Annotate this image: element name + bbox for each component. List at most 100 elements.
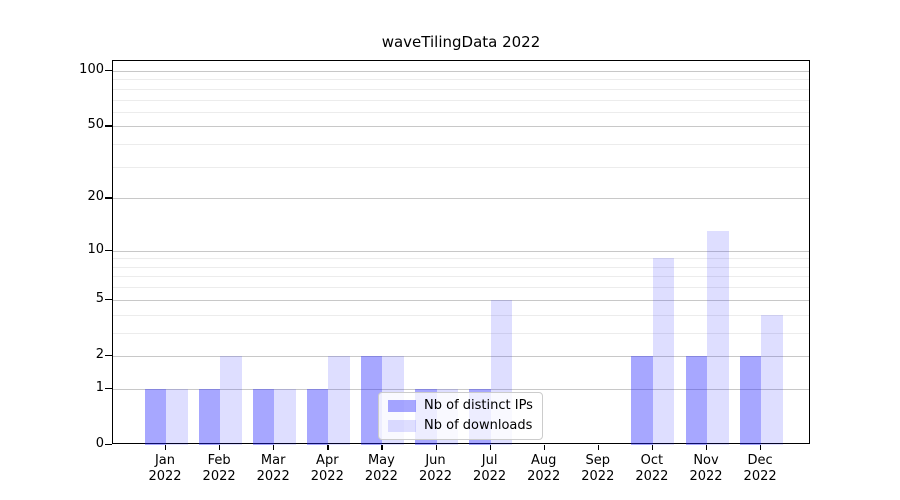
x-tick-label-line: Nov (693, 453, 719, 468)
x-tick (273, 445, 275, 450)
y-tick (105, 354, 112, 357)
gridline-minor (113, 276, 809, 278)
x-tick-label: Mar 2022 (243, 453, 303, 485)
legend-label-distinct-ips: Nb of distinct IPs (424, 398, 533, 413)
plot-area (112, 60, 810, 445)
y-tick-label: 1 (95, 379, 104, 395)
legend-swatch-distinct-ips (388, 400, 416, 412)
legend-item-distinct-ips: Nb of distinct IPs (388, 398, 533, 414)
y-tick (105, 249, 112, 251)
bar-distinct-ips (685, 355, 707, 445)
x-tick-label-line: 2022 (418, 469, 453, 484)
x-tick-label: May 2022 (351, 453, 411, 485)
x-tick (165, 445, 167, 450)
y-tick (105, 387, 112, 390)
x-tick (597, 445, 600, 450)
gridline-minor (113, 266, 809, 268)
bar-downloads (707, 231, 729, 445)
x-tick-label-line: 2022 (581, 469, 615, 484)
gridline-minor (113, 314, 809, 316)
x-tick-label-line: May (367, 453, 395, 468)
y-tick-label: 50 (87, 117, 104, 133)
bar-distinct-ips (144, 388, 166, 445)
bar-downloads (166, 388, 188, 445)
gridline-minor (113, 332, 809, 334)
bar-distinct-ips (631, 355, 653, 445)
x-tick-label-line: Apr (316, 453, 339, 468)
x-tick-label-line: Oct (640, 453, 664, 468)
x-tick-label-line: Aug (530, 453, 557, 468)
y-tick-label: 2 (95, 346, 104, 362)
x-tick-label: Aug 2022 (514, 453, 574, 485)
x-tick-label-line: 2022 (202, 469, 236, 484)
x-tick-label: Apr 2022 (297, 453, 357, 485)
x-tick-label: Feb 2022 (189, 453, 249, 485)
bar-distinct-ips (739, 355, 762, 445)
x-tick-label-line: Jul (481, 453, 498, 468)
x-tick-label-line: 2022 (256, 469, 290, 484)
x-tick (435, 445, 437, 450)
legend-label-downloads: Nb of downloads (424, 418, 533, 433)
x-tick-label-line: Feb (207, 453, 231, 468)
bar-distinct-ips (306, 388, 329, 445)
gridline-major (113, 355, 809, 357)
x-tick-label-line: 2022 (148, 469, 182, 484)
x-tick-label-line: 2022 (310, 469, 344, 484)
x-tick-label-line: 2022 (364, 469, 398, 484)
x-tick-label: Jan 2022 (135, 453, 195, 485)
x-tick (381, 445, 383, 450)
y-tick-label: 0 (95, 436, 104, 451)
x-tick (489, 445, 491, 450)
gridline-minor (113, 287, 809, 289)
y-tick-label: 20 (87, 189, 104, 205)
gridline-minor (113, 111, 809, 113)
x-tick-label: Nov 2022 (676, 453, 736, 485)
y-tick (105, 298, 112, 301)
bar-downloads (761, 314, 783, 445)
x-tick (760, 445, 762, 450)
gridline-major (113, 198, 809, 200)
gridline-minor (113, 166, 809, 168)
x-tick-label-line: Sep (585, 453, 611, 468)
x-tick-label-line: 2022 (527, 469, 561, 484)
x-tick (543, 445, 545, 450)
legend-item-downloads: Nb of downloads (388, 418, 533, 434)
bar-distinct-ips (252, 388, 275, 445)
y-tick-label: 5 (95, 290, 104, 306)
x-tick (219, 445, 221, 450)
y-tick (105, 70, 112, 72)
x-tick-label: Jul 2022 (460, 453, 520, 485)
gridline-major (113, 71, 809, 72)
x-tick (706, 445, 708, 450)
y-tick-label: 100 (79, 62, 104, 77)
gridline-minor (113, 79, 809, 81)
x-tick-label-line: 2022 (635, 469, 669, 484)
gridline-major (113, 299, 809, 301)
gridline-minor (113, 144, 809, 146)
gridline-major (113, 126, 809, 128)
bar-distinct-ips (198, 388, 221, 445)
x-tick-label-line: Mar (260, 453, 286, 468)
bar-downloads (274, 388, 296, 445)
y-tick (105, 197, 112, 199)
x-tick-label-line: 2022 (473, 469, 507, 484)
bar-downloads (652, 258, 675, 445)
gridline-minor (113, 88, 809, 90)
y-tick (105, 125, 112, 127)
x-tick-label-line: Jun (425, 453, 446, 468)
y-tick (105, 444, 112, 446)
bar-downloads (220, 355, 242, 445)
gridline-major (113, 388, 809, 390)
chart-title: waveTilingData 2022 (381, 33, 541, 51)
bar-distinct-ips (360, 355, 383, 445)
x-tick (651, 445, 654, 450)
legend: Nb of distinct IPs Nb of downloads (378, 392, 543, 440)
x-tick-label: Dec 2022 (730, 453, 790, 485)
x-tick-label: Jun 2022 (406, 453, 466, 485)
x-tick-label: Sep 2022 (568, 453, 628, 485)
x-tick-label-line: Jan (154, 453, 176, 468)
gridline-minor (113, 99, 809, 101)
x-tick-label-line: Dec (747, 453, 773, 468)
x-tick-label-line: 2022 (743, 469, 777, 484)
